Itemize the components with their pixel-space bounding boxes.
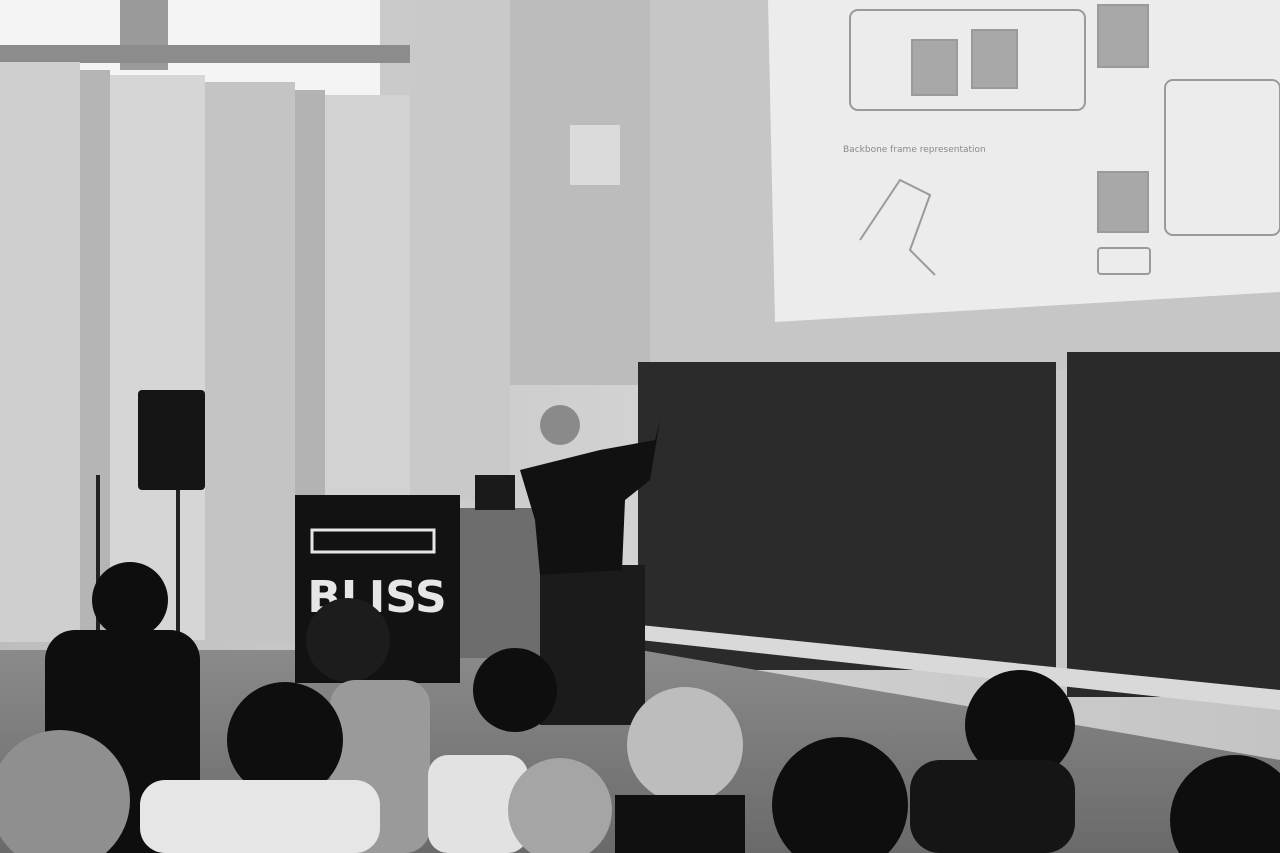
light-patch	[570, 125, 620, 185]
curtain	[80, 70, 110, 640]
diagram-box	[1164, 79, 1280, 236]
audience-body	[910, 760, 1075, 853]
banner-gate	[310, 528, 436, 554]
audience-head	[473, 648, 557, 732]
diagram-box	[849, 9, 1086, 111]
audience-head	[627, 687, 743, 803]
slide-caption: Backbone frame representation	[843, 145, 986, 155]
window-sill	[0, 45, 410, 63]
curtain	[0, 62, 80, 642]
laptop	[475, 475, 515, 510]
backbone-sketch	[859, 178, 936, 276]
audience-body	[140, 780, 380, 853]
audience	[0, 562, 1280, 853]
audience-head	[965, 670, 1075, 780]
projection-screen	[768, 0, 1280, 322]
presenter-legs	[540, 565, 645, 725]
presenter-head	[540, 405, 580, 445]
presenter	[520, 405, 660, 725]
chalkboard	[638, 362, 1056, 670]
curtain	[205, 82, 295, 642]
presenter-body	[520, 420, 660, 575]
audience-body	[428, 755, 528, 853]
audience-body	[615, 795, 745, 853]
curtain	[110, 75, 205, 640]
audience-head	[508, 758, 612, 853]
chalk-tray	[640, 625, 1280, 710]
diagram-block	[1097, 171, 1149, 233]
diagram-block	[971, 29, 1018, 89]
diagram-box	[1097, 247, 1151, 275]
audience-head	[1170, 755, 1280, 853]
wall-panel	[510, 0, 650, 385]
chalkboard	[1067, 352, 1280, 697]
audience-head	[772, 737, 908, 853]
desk	[455, 508, 540, 658]
audience-head	[0, 730, 130, 853]
audience-head	[92, 562, 168, 638]
loudspeaker	[138, 390, 205, 490]
audience-head	[306, 598, 390, 682]
diagram-block	[911, 39, 958, 96]
slide-diagram	[849, 4, 1280, 276]
wall-panel	[410, 0, 510, 500]
audience-head	[227, 682, 343, 798]
diagram-block	[1097, 4, 1149, 68]
